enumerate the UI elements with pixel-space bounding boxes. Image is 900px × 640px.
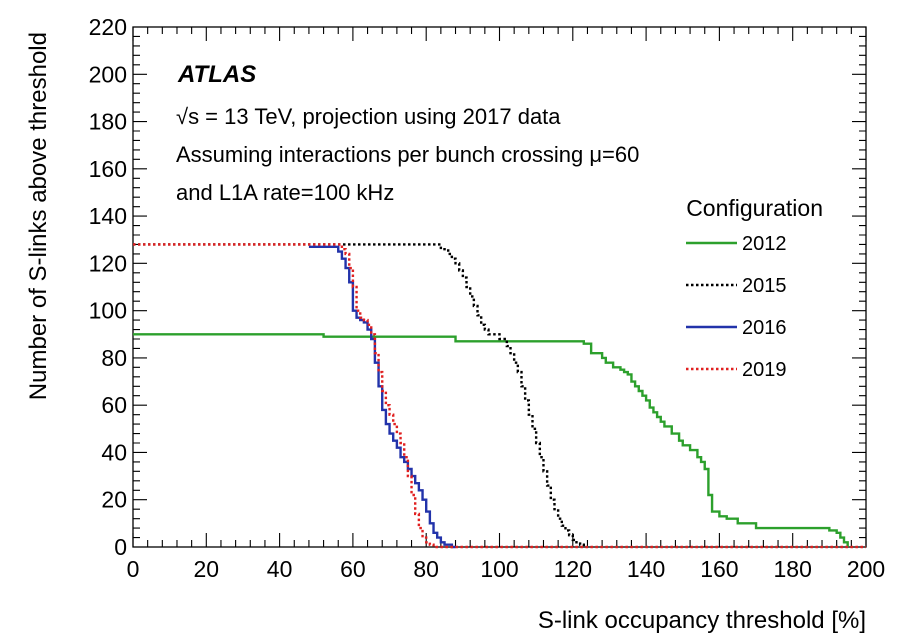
- series-2016-line: [308, 245, 456, 549]
- tick-marks: [132, 26, 867, 548]
- y-tick-label: 160: [89, 156, 127, 182]
- annotation-rate: and L1A rate=100 kHz: [176, 180, 394, 205]
- y-tick-label: 60: [101, 392, 127, 418]
- x-tick-label: 120: [554, 556, 592, 582]
- legend: 2012 2015 2016 2019: [686, 233, 787, 381]
- x-tick-label: 200: [847, 556, 885, 582]
- x-tick-label: 80: [413, 556, 439, 582]
- legend-label-2012: 2012: [742, 233, 787, 255]
- y-tick-label: 180: [89, 109, 127, 135]
- y-tick-label: 200: [89, 61, 127, 87]
- series-2015-line: [133, 243, 585, 547]
- y-tick-label: 20: [101, 487, 127, 513]
- axis-ticks: [132, 26, 867, 548]
- annotation-energy: √s = 13 TeV, projection using 2017 data: [176, 104, 561, 129]
- x-tick-label: 180: [774, 556, 812, 582]
- y-tick-label: 80: [101, 345, 127, 371]
- y-tick-label: 100: [89, 298, 127, 324]
- y-tick-label: 140: [89, 203, 127, 229]
- legend-title: Configuration: [686, 195, 823, 221]
- x-tick-label: 20: [194, 556, 220, 582]
- legend-label-2019: 2019: [742, 359, 787, 381]
- y-tick-label: 220: [89, 14, 127, 40]
- x-axis-title: S-link occupancy threshold [%]: [538, 607, 866, 634]
- series-2012-line: [133, 333, 849, 547]
- x-tick-label: 0: [127, 556, 140, 582]
- annotation-pileup: Assuming interactions per bunch crossing…: [176, 142, 639, 167]
- legend-label-2015: 2015: [742, 275, 787, 297]
- series-2019-line: [133, 243, 866, 549]
- legend-label-2016: 2016: [742, 317, 787, 339]
- series-lines: [133, 243, 866, 549]
- y-tick-label: 40: [101, 439, 127, 465]
- x-tick-labels: 0 20 40 60 80 100 120 140 160 180 200: [127, 556, 886, 582]
- x-tick-label: 40: [267, 556, 293, 582]
- experiment-label: ATLAS: [177, 61, 256, 88]
- y-axis-title: Number of S-links above threshold: [25, 32, 52, 400]
- x-tick-label: 160: [700, 556, 738, 582]
- y-tick-label: 120: [89, 250, 127, 276]
- x-tick-label: 100: [480, 556, 518, 582]
- x-tick-label: 140: [627, 556, 665, 582]
- x-tick-label: 60: [340, 556, 366, 582]
- y-tick-labels: 0 20 40 60 80 100 120 140 160 180 200 220: [89, 14, 127, 560]
- y-tick-label: 0: [114, 534, 127, 560]
